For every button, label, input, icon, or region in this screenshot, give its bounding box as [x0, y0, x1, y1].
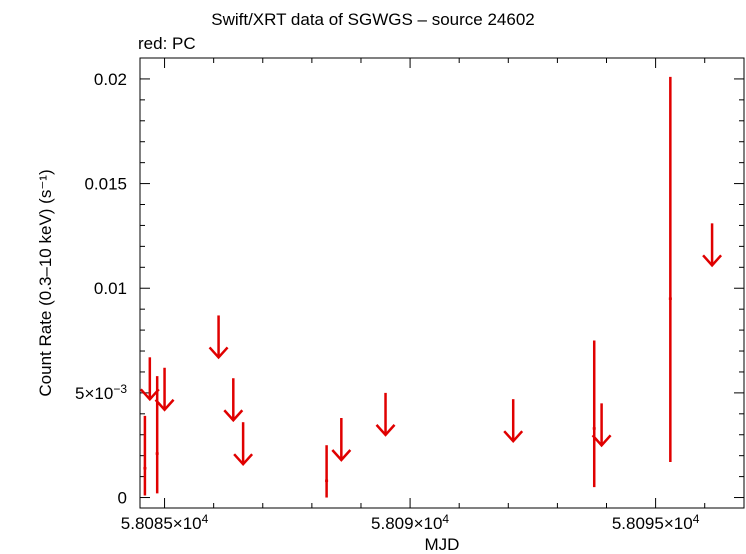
- upper-limit-arrowhead: [233, 453, 254, 467]
- y-axis-label: Count Rate (0.3–10 keV) (s⁻¹): [36, 169, 55, 396]
- upper-limit-arrowhead: [154, 398, 175, 412]
- data-marks: [139, 76, 723, 498]
- upper-limit-arrowhead: [223, 409, 244, 423]
- chart-title: Swift/XRT data of SGWGS – source 24602: [211, 10, 535, 29]
- y-tick-label: 0.01: [94, 279, 127, 298]
- upper-limit-arrowhead: [139, 388, 160, 402]
- x-tick-label: 5.8095×104: [612, 512, 700, 533]
- upper-limit-arrowhead: [331, 449, 352, 462]
- upper-limit-arrowhead: [591, 434, 612, 448]
- axis-ticks: 5.8085×104 5.809×104 5.8095×104 0 5×10−3 0.01…: [75, 58, 744, 533]
- x-axis-label: MJD: [425, 535, 460, 554]
- upper-limit-arrowhead: [503, 430, 524, 444]
- chart-subtitle: red: PC: [138, 34, 196, 53]
- y-tick-label: 0: [118, 489, 127, 508]
- upper-limit-arrowhead: [375, 424, 396, 437]
- upper-limit-arrowhead: [208, 346, 229, 360]
- y-tick-label: 5×10−3: [75, 382, 127, 403]
- y-tick-label: 0.015: [84, 175, 127, 194]
- upper-limit-arrowhead: [702, 254, 723, 268]
- y-tick-label: 0.02: [94, 70, 127, 89]
- x-tick-label: 5.8085×104: [121, 512, 209, 533]
- x-tick-label: 5.809×104: [371, 512, 449, 533]
- plot-frame: [139, 57, 745, 509]
